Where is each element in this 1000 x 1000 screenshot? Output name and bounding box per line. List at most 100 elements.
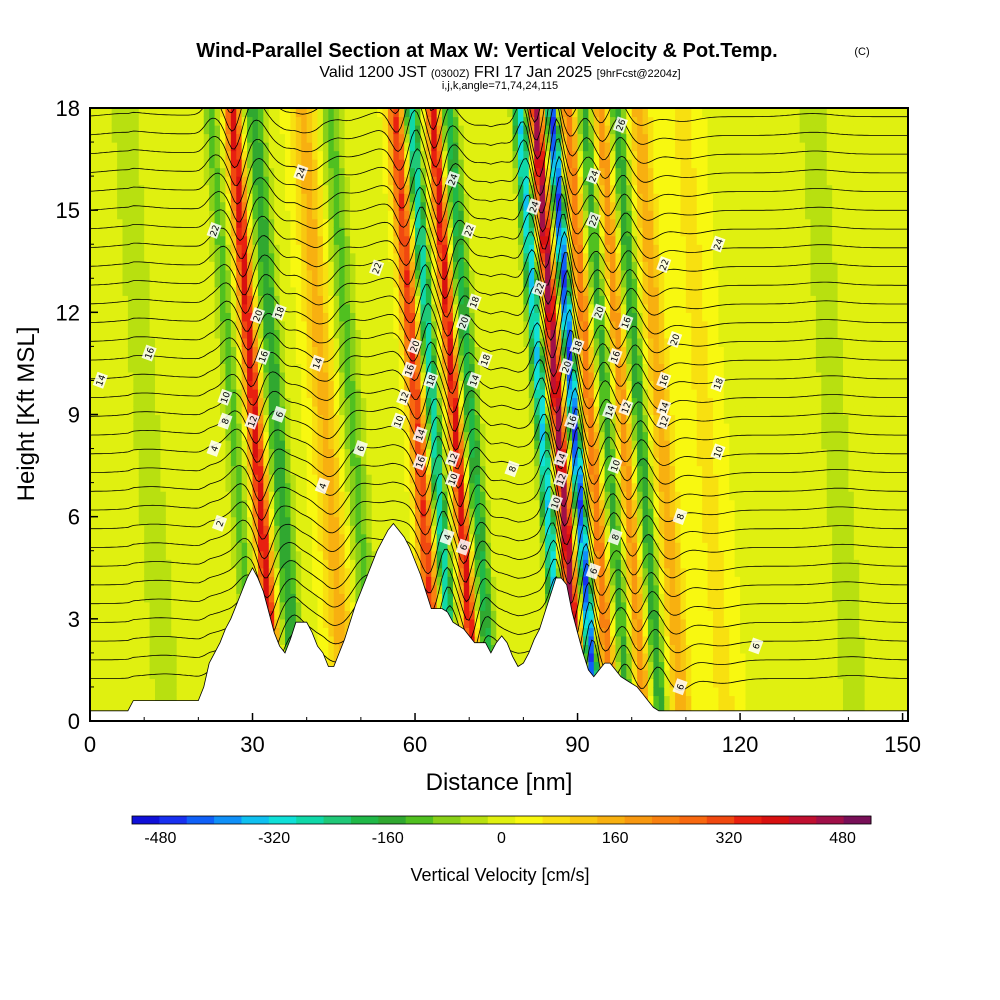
velocity-cell: [377, 457, 384, 467]
velocity-cell: [182, 474, 189, 484]
velocity-cell: [138, 440, 145, 450]
velocity-cell: [111, 610, 118, 620]
velocity-cell: [279, 542, 286, 552]
velocity-cell: [236, 218, 243, 228]
velocity-cell: [344, 329, 351, 339]
velocity-cell: [285, 371, 292, 382]
velocity-cell: [225, 542, 232, 552]
velocity-cell: [301, 235, 308, 245]
velocity-cell: [312, 405, 319, 416]
velocity-cell: [187, 252, 194, 262]
velocity-cell: [431, 584, 438, 594]
velocity-cell: [360, 465, 367, 475]
velocity-cell: [350, 278, 357, 288]
velocity-cell: [160, 448, 167, 458]
velocity-cell: [203, 465, 210, 475]
velocity-cell: [382, 227, 389, 237]
velocity-cell: [285, 125, 292, 135]
velocity-cell: [301, 159, 308, 169]
velocity-cell: [447, 218, 454, 228]
velocity-cell: [111, 227, 118, 237]
velocity-cell: [149, 525, 156, 535]
velocity-cell: [133, 227, 140, 237]
velocity-cell: [138, 261, 145, 271]
velocity-cell: [171, 363, 178, 373]
velocity-cell: [247, 508, 254, 518]
velocity-cell: [247, 354, 254, 365]
velocity-cell: [160, 108, 167, 118]
velocity-cell: [203, 142, 210, 152]
velocity-cell: [209, 542, 216, 552]
velocity-cell: [285, 337, 292, 347]
velocity-cell: [214, 576, 221, 586]
velocity-cell: [241, 576, 248, 586]
velocity-cell: [133, 491, 140, 501]
velocity-cell: [133, 329, 140, 339]
velocity-cell: [339, 516, 346, 526]
velocity-cell: [100, 686, 107, 697]
velocity-cell: [225, 193, 232, 203]
velocity-cell: [415, 516, 422, 526]
velocity-cell: [144, 278, 151, 288]
velocity-cell: [404, 491, 411, 501]
velocity-cell: [350, 423, 357, 433]
velocity-cell: [295, 550, 302, 560]
velocity-cell: [285, 354, 292, 365]
velocity-cell: [322, 397, 329, 407]
velocity-cell: [279, 278, 286, 288]
velocity-cell: [198, 286, 205, 296]
velocity-cell: [317, 618, 324, 628]
velocity-cell: [230, 269, 237, 279]
velocity-cell: [306, 193, 313, 203]
velocity-cell: [263, 431, 270, 441]
velocity-cell: [431, 448, 438, 458]
velocity-cell: [203, 474, 210, 484]
velocity-cell: [447, 525, 454, 535]
velocity-cell: [344, 201, 351, 211]
velocity-cell: [214, 269, 221, 279]
velocity-cell: [301, 108, 308, 118]
velocity-cell: [209, 312, 216, 322]
velocity-cell: [160, 678, 167, 688]
velocity-cell: [144, 601, 151, 611]
velocity-cell: [295, 516, 302, 526]
velocity-cell: [127, 593, 134, 603]
velocity-cell: [442, 346, 449, 356]
velocity-cell: [149, 193, 156, 203]
velocity-cell: [415, 414, 422, 424]
velocity-cell: [241, 218, 248, 228]
velocity-cell: [431, 329, 438, 339]
velocity-cell: [230, 346, 237, 356]
velocity-cell: [285, 363, 292, 373]
velocity-cell: [263, 337, 270, 347]
velocity-cell: [355, 414, 362, 424]
velocity-cell: [290, 184, 297, 194]
velocity-cell: [306, 167, 313, 177]
velocity-cell: [350, 440, 357, 450]
velocity-cell: [236, 380, 243, 390]
velocity-cell: [431, 269, 438, 279]
velocity-cell: [138, 423, 145, 433]
velocity-cell: [382, 184, 389, 194]
velocity-cell: [301, 286, 308, 296]
velocity-cell: [252, 201, 259, 211]
velocity-cell: [127, 142, 134, 152]
velocity-cell: [144, 167, 151, 177]
velocity-cell: [415, 125, 422, 135]
velocity-cell: [382, 133, 389, 143]
velocity-cell: [236, 227, 243, 237]
velocity-cell: [149, 201, 156, 211]
velocity-cell: [382, 482, 389, 492]
velocity-cell: [350, 474, 357, 484]
velocity-cell: [100, 499, 107, 509]
velocity-cell: [322, 346, 329, 356]
velocity-cell: [165, 176, 172, 186]
velocity-cell: [241, 303, 248, 313]
velocity-cell: [371, 491, 378, 501]
velocity-cell: [198, 567, 205, 577]
velocity-cell: [350, 380, 357, 390]
velocity-cell: [452, 491, 459, 501]
velocity-cell: [350, 184, 357, 194]
velocity-cell: [90, 686, 97, 697]
velocity-cell: [290, 601, 297, 611]
